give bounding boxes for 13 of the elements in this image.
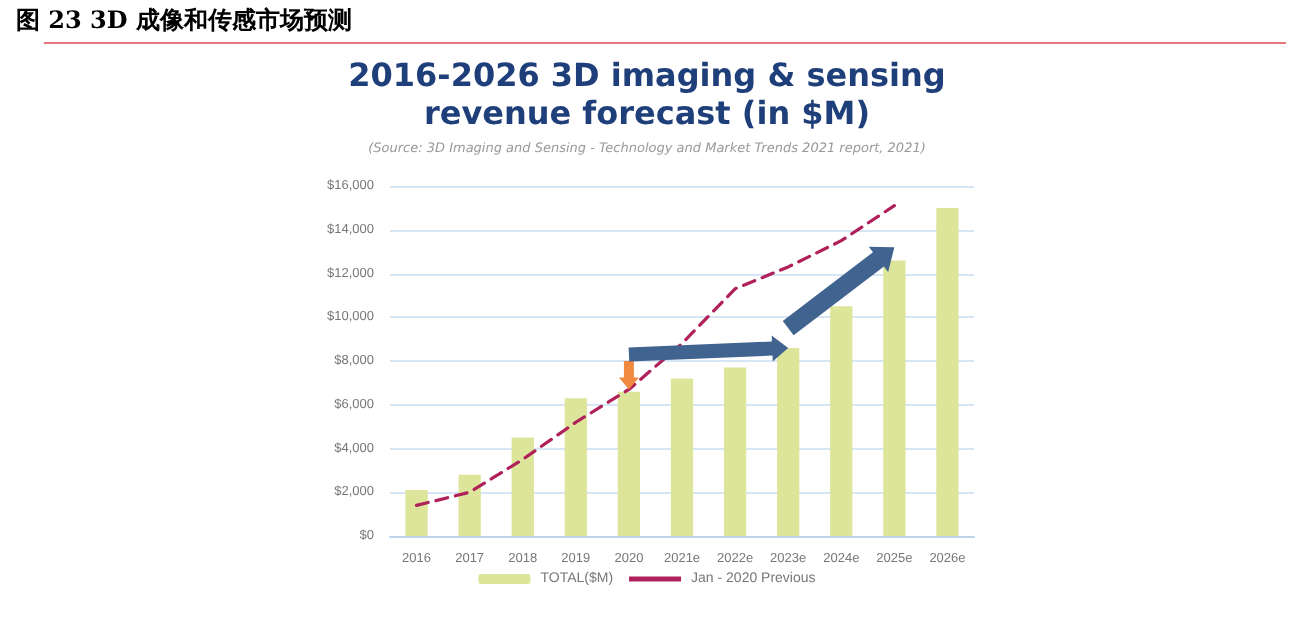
bar [723,367,747,536]
bar [777,347,800,536]
bar [564,398,587,536]
text: 图 23 3D 成像和传感市场预测 [16,4,352,38]
line-series [414,204,896,507]
bar [830,306,853,536]
bar [511,437,534,536]
bar [405,490,428,536]
chart-subtitle: 2016-2026 3D imaging & sensing revenue forecast (in $M) [346,56,948,132]
bar [936,207,959,536]
bar [883,260,906,536]
bar [458,474,481,536]
bar [670,378,694,536]
